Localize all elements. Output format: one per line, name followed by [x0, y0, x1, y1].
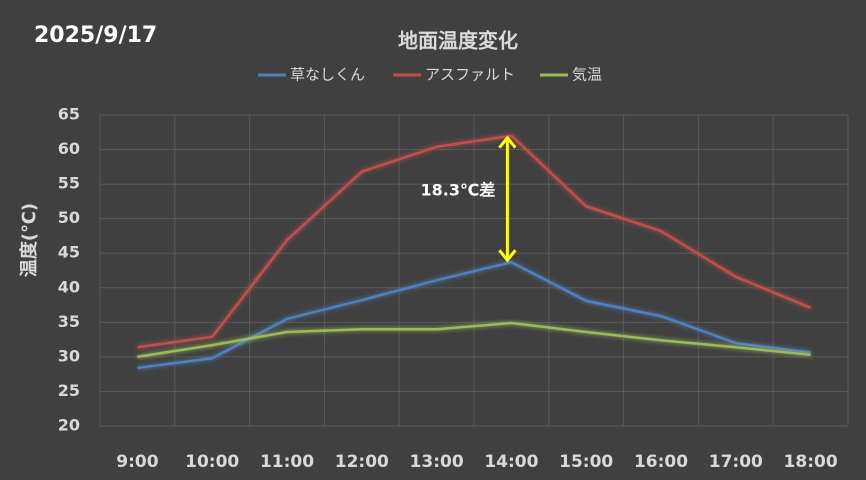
- chart-title: 地面温度変化: [398, 29, 518, 53]
- x-tick-label: 12:00: [335, 452, 389, 472]
- x-tick-label: 17:00: [709, 452, 763, 472]
- y-tick-label: 65: [58, 105, 80, 124]
- x-tick-label: 9:00: [116, 452, 158, 472]
- y-tick-label: 20: [58, 416, 80, 435]
- legend-label: 草なしくん: [290, 66, 365, 84]
- y-tick-label: 50: [58, 208, 80, 227]
- x-tick-label: 15:00: [559, 452, 613, 472]
- x-tick-label: 10:00: [185, 452, 239, 472]
- x-tick-label: 11:00: [260, 452, 314, 472]
- y-tick-label: 45: [58, 243, 80, 262]
- y-tick-label: 60: [58, 139, 80, 158]
- y-axis-label: 温度(℃): [18, 203, 40, 277]
- x-tick-label: 16:00: [634, 452, 688, 472]
- x-tick-label: 13:00: [410, 452, 464, 472]
- y-tick-label: 30: [58, 346, 80, 365]
- y-tick-label: 40: [58, 277, 80, 296]
- x-tick-label: 18:00: [784, 452, 838, 472]
- y-tick-label: 35: [58, 312, 80, 331]
- annotation-arrowhead: [498, 249, 517, 263]
- y-tick-label: 25: [58, 381, 80, 400]
- annotation-arrowhead: [498, 135, 517, 149]
- x-tick-label: 14:00: [484, 452, 538, 472]
- legend-label: 気温: [572, 66, 602, 84]
- date-label: 2025/9/17: [34, 23, 157, 48]
- series-line: [137, 321, 811, 359]
- y-tick-label: 55: [58, 174, 80, 193]
- annotation-text: 18.3℃差: [421, 180, 496, 199]
- legend-label: アスファルト: [425, 66, 515, 84]
- series-line: [137, 134, 812, 349]
